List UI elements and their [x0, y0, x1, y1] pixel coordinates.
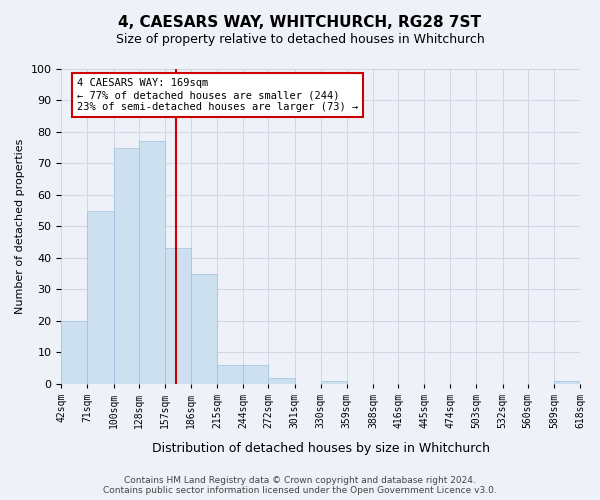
Bar: [243, 365, 268, 384]
Bar: [88, 210, 113, 384]
Text: Contains HM Land Registry data © Crown copyright and database right 2024.
Contai: Contains HM Land Registry data © Crown c…: [103, 476, 497, 495]
Bar: [191, 274, 217, 384]
Bar: [268, 378, 295, 384]
Y-axis label: Number of detached properties: Number of detached properties: [15, 138, 25, 314]
Text: Size of property relative to detached houses in Whitchurch: Size of property relative to detached ho…: [116, 32, 484, 46]
Text: 4 CAESARS WAY: 169sqm
← 77% of detached houses are smaller (244)
23% of semi-det: 4 CAESARS WAY: 169sqm ← 77% of detached …: [77, 78, 358, 112]
Bar: [61, 321, 88, 384]
X-axis label: Distribution of detached houses by size in Whitchurch: Distribution of detached houses by size …: [152, 442, 490, 455]
Bar: [139, 142, 165, 384]
Bar: [554, 380, 580, 384]
Text: 4, CAESARS WAY, WHITCHURCH, RG28 7ST: 4, CAESARS WAY, WHITCHURCH, RG28 7ST: [119, 15, 482, 30]
Bar: [165, 248, 191, 384]
Bar: [320, 380, 347, 384]
Bar: [217, 365, 243, 384]
Bar: [113, 148, 139, 384]
